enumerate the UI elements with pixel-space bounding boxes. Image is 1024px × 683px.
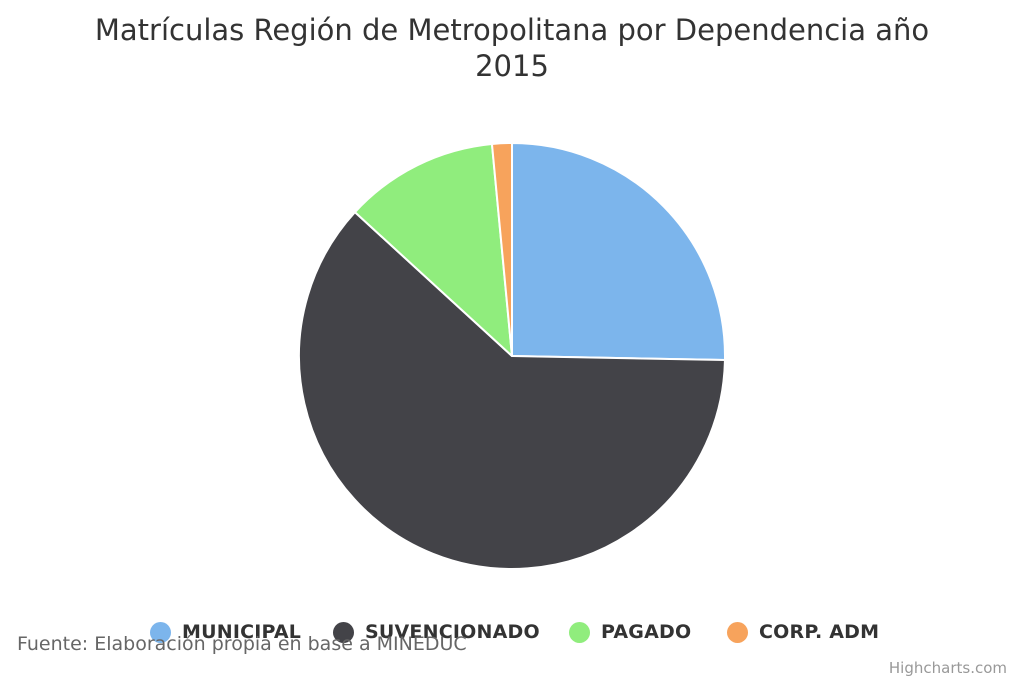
legend-symbol-suvencionado: [333, 621, 354, 643]
legend-item-municipal[interactable]: MUNICIPAL: [150, 617, 301, 647]
legend-label-pagado: PAGADO: [601, 621, 692, 643]
legend-symbol-pagado: [569, 621, 590, 643]
legend-symbol-municipal: [150, 621, 171, 643]
legend-item-suvencionado[interactable]: SUVENCIONADO: [333, 617, 540, 647]
chart-title: Matrículas Región de Metropolitana por D…: [0, 12, 1024, 84]
pie-slice-municipal[interactable]: [511, 142, 726, 362]
pie-slice-suvencionado[interactable]: [297, 211, 726, 570]
source-note: Fuente: Elaboración propia en base a MIN…: [17, 633, 467, 655]
legend-label-corp-adm: CORP. ADM: [759, 621, 880, 643]
legend-label-suvencionado: SUVENCIONADO: [365, 621, 540, 643]
credits-link[interactable]: Highcharts.com: [888, 659, 1007, 677]
legend: MUNICIPAL SUVENCIONADO PAGADO CORP. ADM: [0, 617, 1024, 647]
chart-title-line-1: Matrículas Región de Metropolitana por D…: [94, 13, 930, 47]
pie-slice-pagado[interactable]: [353, 142, 513, 357]
legend-item-pagado[interactable]: PAGADO: [569, 617, 691, 647]
legend-symbol-corp-adm: [727, 621, 748, 643]
chart-title-line-2: 2015: [475, 49, 549, 83]
legend-item-corp-adm[interactable]: CORP. ADM: [727, 617, 879, 647]
pie-slice-corp-adm[interactable]: [490, 142, 513, 357]
legend-label-municipal: MUNICIPAL: [182, 621, 302, 643]
pie-slices: [297, 142, 726, 570]
